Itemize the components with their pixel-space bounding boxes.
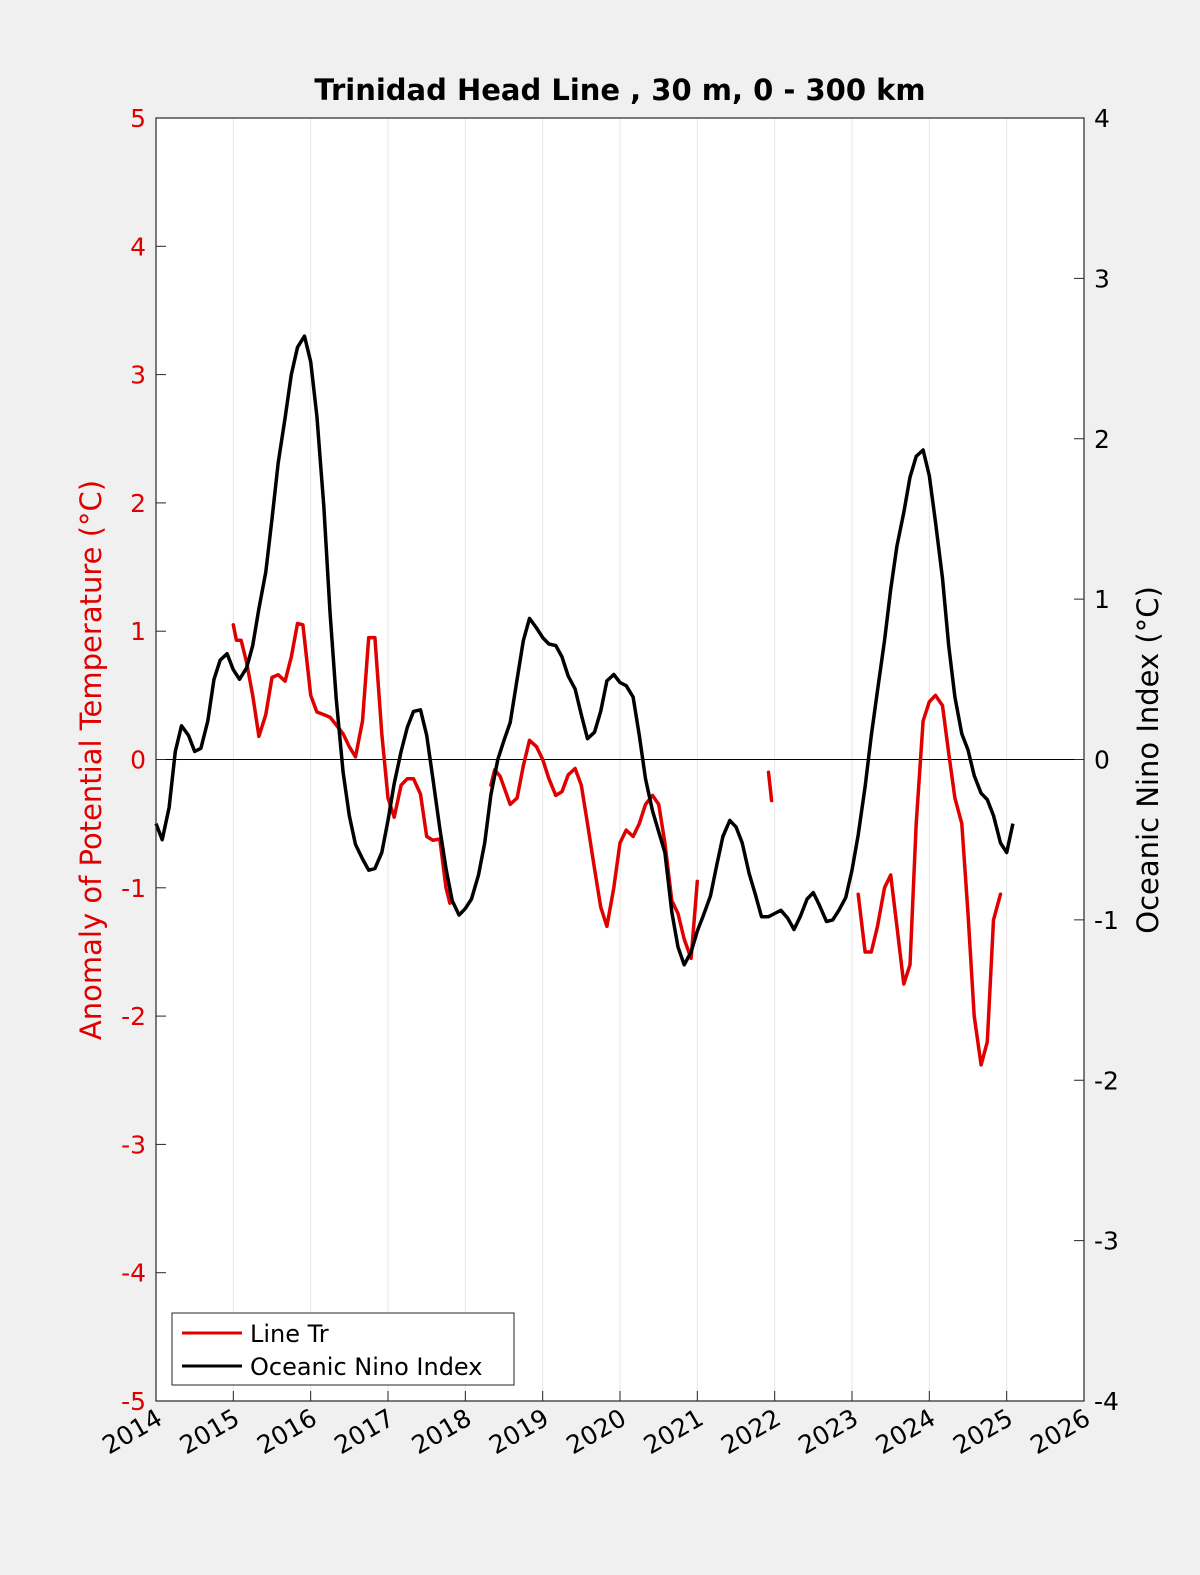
y-right-tick-label: -1 [1094,906,1119,935]
x-tick-label: 2016 [252,1403,322,1460]
series-line-tr-segment [856,693,1003,1067]
y-left-tick-label: -3 [121,1130,146,1159]
legend-label-oni: Oceanic Nino Index [250,1353,482,1381]
y-left-tick-label: -1 [121,874,146,903]
series-oceanic-nino-index [154,334,1015,967]
x-tick-label: 2021 [639,1403,709,1460]
y-axis-right-label: Oceanic Nino Index (°C) [1131,586,1165,934]
chart-title: Trinidad Head Line , 30 m, 0 - 300 km [314,73,925,107]
x-tick-label: 2015 [175,1403,245,1460]
series-group [154,334,1015,1067]
x-tick-label: 2019 [484,1403,554,1460]
series-line-tr-segment [489,738,700,961]
y-right-tick-label: 1 [1094,585,1110,614]
legend-label-line-tr: Line Tr [250,1320,329,1348]
y-right-tick-label: 0 [1094,746,1110,775]
x-tick-label: 2018 [407,1403,477,1460]
y-left-tick-label: 3 [130,361,146,390]
y-left-tick-label: -4 [121,1259,146,1288]
y-right-tick-label: 4 [1094,104,1110,133]
y-axis-left-label: Anomaly of Potential Temperature (°C) [74,480,108,1040]
y-left-tick-label: 0 [130,746,146,775]
y-left-tick-label: -5 [121,1387,146,1416]
y-left-tick-label: 2 [130,489,146,518]
y-left-tick-label: 1 [130,617,146,646]
y-left-tick-label: -2 [121,1002,146,1031]
y-left-tick-label: 5 [130,104,146,133]
series-line-tr-segment [766,770,774,803]
x-tick-label: 2020 [561,1403,631,1460]
x-tick-label: 2022 [716,1403,786,1460]
x-tick-label: 2017 [329,1403,399,1460]
y-right-tick-label: 3 [1094,264,1110,293]
x-tick-label: 2024 [871,1403,941,1460]
legend-box [171,1312,515,1386]
y-right-tick-label: 2 [1094,425,1110,454]
x-tick-label: 2026 [1025,1403,1095,1460]
y-right-tick-label: -2 [1094,1066,1119,1095]
x-tick-label: 2025 [948,1403,1018,1460]
y-right-tick-label: -4 [1094,1387,1119,1416]
y-right-tick-label: -3 [1094,1227,1119,1256]
y-left-tick-label: 4 [130,232,146,261]
x-tick-label: 2023 [793,1403,863,1460]
legend: Line Tr Oceanic Nino Index [171,1312,515,1386]
